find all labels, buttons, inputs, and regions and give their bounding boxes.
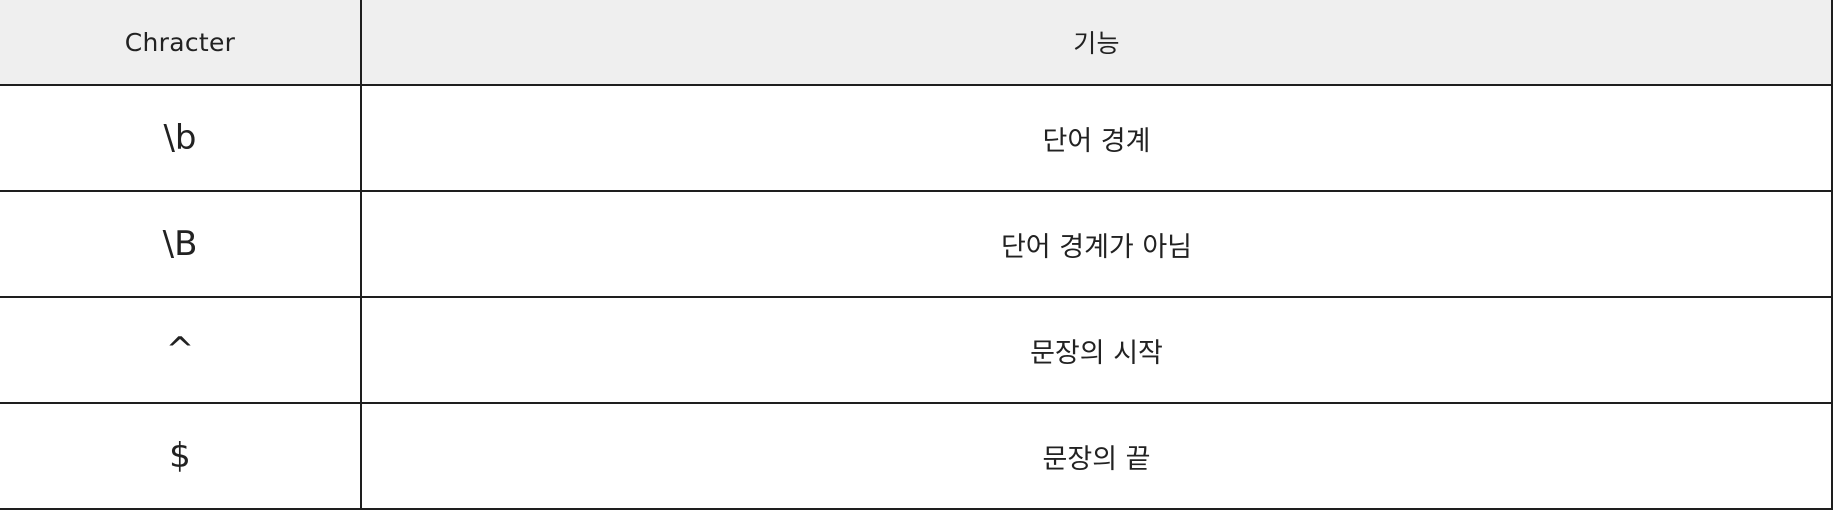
table-header: Chracter 기능 xyxy=(0,0,1833,86)
row-character-cell: ^ xyxy=(0,296,362,404)
row-function-cell: 문장의 시작 xyxy=(360,296,1833,404)
header-function: 기능 xyxy=(360,0,1833,86)
table-row: \B 단어 경계가 아님 xyxy=(0,190,1833,298)
row-character-cell: \b xyxy=(0,84,362,192)
row-function-cell: 문장의 끝 xyxy=(360,402,1833,510)
row-character-cell: $ xyxy=(0,402,362,510)
row-function-cell: 단어 경계 xyxy=(360,84,1833,192)
table-row: ^ 문장의 시작 xyxy=(0,296,1833,404)
table-row: $ 문장의 끝 xyxy=(0,402,1833,510)
table-row: \b 단어 경계 xyxy=(0,84,1833,192)
row-character-cell: \B xyxy=(0,190,362,298)
header-row: Chracter 기능 xyxy=(0,0,1833,86)
row-function-cell: 단어 경계가 아님 xyxy=(360,190,1833,298)
table-body: \b 단어 경계 \B 단어 경계가 아님 ^ 문장의 시작 $ 문장의 끝 xyxy=(0,84,1833,510)
header-character: Chracter xyxy=(0,0,362,86)
